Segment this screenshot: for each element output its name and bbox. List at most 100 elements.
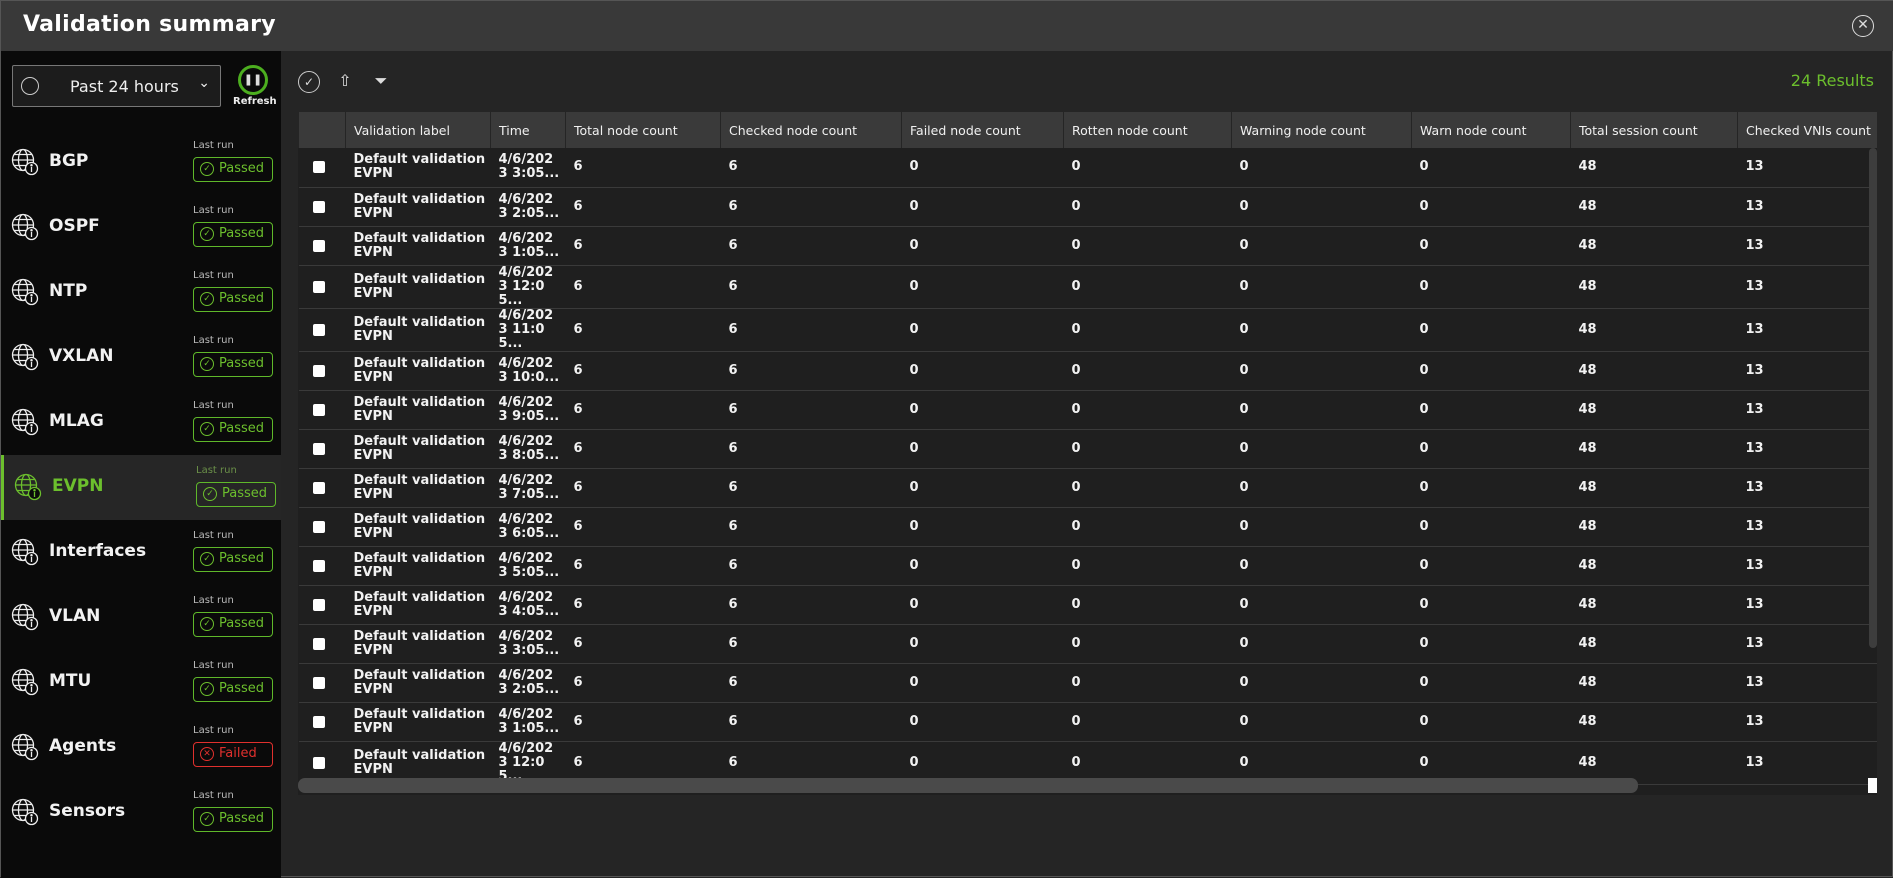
table-cell: 0 [1063, 546, 1232, 586]
column-header[interactable] [298, 112, 346, 148]
scroll-corner [1868, 778, 1877, 793]
table-row[interactable]: Default validation EVPN 4/6/2023 9:05... 6… [298, 390, 1877, 430]
table-row[interactable]: Default validation EVPN 4/6/2023 7:05... 6… [298, 468, 1877, 508]
row-checkbox[interactable] [312, 520, 325, 533]
sidebar-item-ospf[interactable]: OSPF Last run ✓ Passed [1, 195, 281, 260]
time-range-value: Past 24 hours [70, 77, 179, 96]
table-cell: 4/6/2023 11:05... [490, 308, 566, 352]
sidebar-item-label: NTP [49, 281, 88, 301]
row-checkbox[interactable] [312, 442, 325, 455]
filter-icon[interactable]: ⏷ [374, 71, 388, 90]
row-checkbox[interactable] [312, 559, 325, 572]
row-checkbox[interactable] [312, 403, 325, 416]
column-header[interactable]: Checked node count [720, 112, 902, 148]
row-checkbox-cell [298, 148, 346, 188]
row-checkbox-cell [298, 585, 346, 625]
column-header[interactable]: Rotten node count [1063, 112, 1232, 148]
table-cell: Default validation EVPN [345, 468, 491, 508]
row-checkbox[interactable] [312, 161, 325, 174]
sidebar-item-interfaces[interactable]: Interfaces Last run ✓ Passed [1, 520, 281, 585]
row-checkbox[interactable] [312, 481, 325, 494]
table-row[interactable]: Default validation EVPN 4/6/2023 2:05... 6… [298, 663, 1877, 703]
export-icon[interactable]: ⇧ [338, 71, 352, 90]
refresh-button[interactable]: ❚❚ Refresh [233, 65, 277, 107]
row-checkbox-cell [298, 702, 346, 742]
table-cell: 0 [1231, 624, 1412, 664]
sidebar-item-vlan[interactable]: VLAN Last run ✓ Passed [1, 585, 281, 650]
table-cell: Default validation EVPN [345, 390, 491, 430]
table-cell: Default validation EVPN [345, 429, 491, 469]
table-cell: 0 [1231, 663, 1412, 703]
table-cell: 6 [720, 546, 902, 586]
table-cell: 13 [1737, 187, 1877, 227]
table-row[interactable]: Default validation EVPN 4/6/2023 11:05...… [298, 308, 1877, 352]
status-text: Passed [219, 421, 265, 436]
column-header[interactable]: Time [490, 112, 566, 148]
table-cell: 4/6/2023 7:05... [490, 468, 566, 508]
table-row[interactable]: Default validation EVPN 4/6/2023 2:05... 6… [298, 187, 1877, 227]
sidebar-item-agents[interactable]: Agents Last run ✕ Failed [1, 715, 281, 780]
row-checkbox[interactable] [312, 323, 325, 336]
table-cell: Default validation EVPN [345, 226, 491, 266]
status-text: Passed [219, 226, 265, 241]
sidebar-item-mlag[interactable]: MLAG Last run ✓ Passed [1, 390, 281, 455]
sidebar-item-bgp[interactable]: BGP Last run ✓ Passed [1, 130, 281, 195]
row-checkbox[interactable] [312, 280, 325, 293]
column-header[interactable]: Total session count [1570, 112, 1738, 148]
status-badge: ✓ Passed [193, 677, 273, 702]
table-row[interactable]: Default validation EVPN 4/6/2023 3:05... 6… [298, 148, 1877, 188]
table-row[interactable]: Default validation EVPN 4/6/2023 8:05... 6… [298, 429, 1877, 469]
row-checkbox-cell [298, 624, 346, 664]
row-checkbox[interactable] [312, 756, 325, 769]
table-row[interactable]: Default validation EVPN 4/6/2023 1:05... 6… [298, 702, 1877, 742]
title-bar: Validation summary ✕ [1, 1, 1893, 51]
column-header[interactable]: Validation label [345, 112, 491, 148]
status-text: Passed [219, 811, 265, 826]
table-row[interactable]: Default validation EVPN 4/6/2023 12:05...… [298, 265, 1877, 309]
row-checkbox[interactable] [312, 637, 325, 650]
vertical-scrollbar[interactable] [1869, 148, 1877, 648]
table-row[interactable]: Default validation EVPN 4/6/2023 4:05... 6… [298, 585, 1877, 625]
sidebar-item-mtu[interactable]: MTU Last run ✓ Passed [1, 650, 281, 715]
horizontal-scrollbar[interactable] [298, 778, 1638, 793]
table-cell: 4/6/2023 1:05... [490, 702, 566, 742]
time-range-select[interactable]: Past 24 hours ⌄ [12, 65, 221, 107]
sidebar-item-sensors[interactable]: Sensors Last run ✓ Passed [1, 780, 281, 845]
column-header[interactable]: Warn node count [1411, 112, 1571, 148]
column-header[interactable]: Total node count [565, 112, 721, 148]
row-checkbox[interactable] [312, 200, 325, 213]
table-cell: 0 [1063, 507, 1232, 547]
column-header[interactable]: Warning node count [1231, 112, 1412, 148]
table-cell: 48 [1570, 663, 1738, 703]
table-cell: 0 [1063, 148, 1232, 188]
row-checkbox[interactable] [312, 598, 325, 611]
check-circle-icon: ✓ [200, 292, 214, 306]
table-cell: 13 [1737, 265, 1877, 309]
table-cell: 6 [565, 546, 721, 586]
row-checkbox-cell [298, 546, 346, 586]
row-checkbox[interactable] [312, 364, 325, 377]
table-row[interactable]: Default validation EVPN 4/6/2023 3:05... 6… [298, 624, 1877, 664]
sidebar-item-vxlan[interactable]: VXLAN Last run ✓ Passed [1, 325, 281, 390]
sidebar-item-evpn[interactable]: EVPN Last run ✓ Passed [1, 455, 281, 520]
row-checkbox[interactable] [312, 715, 325, 728]
table-cell: 48 [1570, 507, 1738, 547]
table-cell: 4/6/2023 2:05... [490, 187, 566, 227]
table-row[interactable]: Default validation EVPN 4/6/2023 5:05... 6… [298, 546, 1877, 586]
row-checkbox[interactable] [312, 676, 325, 689]
sidebar-item-ntp[interactable]: NTP Last run ✓ Passed [1, 260, 281, 325]
check-circle-icon: ✓ [200, 812, 214, 826]
sidebar-item-label: EVPN [52, 476, 104, 496]
check-circle-icon[interactable]: ✓ [298, 71, 320, 93]
close-icon[interactable]: ✕ [1852, 15, 1874, 37]
table-row[interactable]: Default validation EVPN 4/6/2023 6:05... 6… [298, 507, 1877, 547]
table-cell: 6 [720, 226, 902, 266]
row-checkbox[interactable] [312, 239, 325, 252]
column-header[interactable]: Failed node count [901, 112, 1064, 148]
table-row[interactable]: Default validation EVPN 4/6/2023 10:0... 6… [298, 351, 1877, 391]
pause-icon: ❚❚ [238, 65, 268, 95]
table-row[interactable]: Default validation EVPN 4/6/2023 12:05...… [298, 741, 1877, 785]
column-header[interactable]: Checked VNIs count [1737, 112, 1877, 148]
toolbar: ✓ ⇧ ⏷ [298, 71, 392, 93]
table-row[interactable]: Default validation EVPN 4/6/2023 1:05... 6… [298, 226, 1877, 266]
